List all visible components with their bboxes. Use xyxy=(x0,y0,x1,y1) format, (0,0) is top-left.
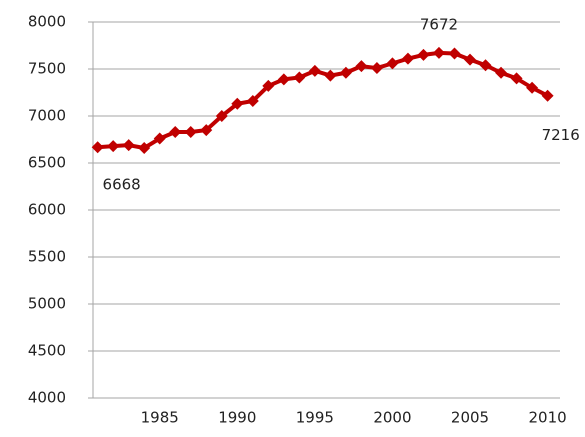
point-marker xyxy=(138,141,151,154)
point-marker xyxy=(479,59,492,72)
x-tick-label: 2005 xyxy=(451,409,489,427)
data-label: 7672 xyxy=(420,15,458,33)
data-label: 6668 xyxy=(103,176,141,194)
x-tick-label: 1995 xyxy=(296,409,334,427)
point-marker xyxy=(355,60,368,73)
point-marker xyxy=(122,139,135,152)
y-tick-label: 6000 xyxy=(28,201,66,219)
y-tick-label: 5000 xyxy=(28,295,66,313)
point-marker xyxy=(169,125,182,138)
y-tick-label: 4000 xyxy=(28,389,66,407)
point-marker xyxy=(432,46,445,59)
y-tick-label: 7500 xyxy=(28,60,66,78)
point-marker xyxy=(107,140,120,153)
point-marker xyxy=(200,124,213,137)
y-tick-label: 4500 xyxy=(28,342,66,360)
point-marker xyxy=(448,47,461,60)
point-marker xyxy=(464,53,477,66)
point-marker xyxy=(277,73,290,86)
x-tick-label: 2000 xyxy=(373,409,411,427)
point-marker xyxy=(339,66,352,79)
point-marker xyxy=(324,69,337,82)
point-marker xyxy=(308,64,321,77)
point-marker xyxy=(293,71,306,84)
point-marker xyxy=(262,79,275,92)
x-tick-label: 2010 xyxy=(528,409,566,427)
point-marker xyxy=(386,57,399,70)
point-marker xyxy=(231,97,244,110)
x-tick-label: 1985 xyxy=(141,409,179,427)
point-marker xyxy=(510,72,523,85)
point-marker xyxy=(184,125,197,138)
point-marker xyxy=(215,110,228,122)
y-tick-label: 7000 xyxy=(28,107,66,125)
point-marker xyxy=(495,66,508,79)
x-tick-label: 1990 xyxy=(218,409,256,427)
point-marker xyxy=(401,52,414,65)
data-label: 7216 xyxy=(542,126,580,144)
point-marker xyxy=(153,132,166,145)
point-marker xyxy=(370,62,383,75)
point-marker xyxy=(541,89,554,102)
point-marker xyxy=(417,48,430,61)
y-tick-label: 5500 xyxy=(28,248,66,266)
y-tick-label: 6500 xyxy=(28,154,66,172)
y-tick-label: 8000 xyxy=(28,13,66,31)
point-marker xyxy=(246,94,259,107)
point-marker xyxy=(91,141,104,154)
line xyxy=(97,50,549,151)
point-marker xyxy=(526,81,539,94)
